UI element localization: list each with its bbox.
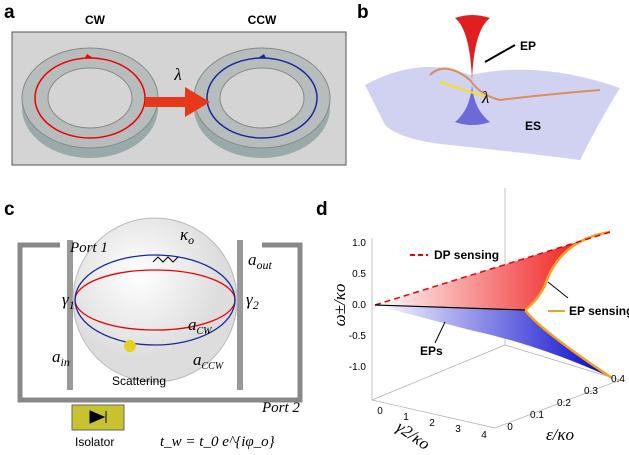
y-tick-label: -0.5 [349, 331, 367, 342]
lambda-label: λ [173, 65, 181, 84]
sym: a [248, 250, 257, 269]
sym: a [193, 350, 202, 369]
ep-arrow [485, 45, 515, 62]
y-tick-label: 1.0 [352, 238, 366, 249]
z-tick-label: 0 [507, 422, 513, 433]
x-tick-label: 1 [403, 412, 409, 423]
sym: a [188, 315, 197, 334]
upper-cone [455, 15, 490, 80]
eps-label: EPs [420, 344, 443, 358]
sym: a [52, 347, 61, 366]
sub: out [257, 258, 273, 272]
scatterer [124, 340, 136, 352]
x-tick-label: 0 [377, 406, 383, 417]
panel-label: d [316, 199, 328, 220]
y-axis-label: ω±/κo [330, 284, 349, 327]
ep-arrow [548, 282, 568, 298]
panel-label: b [357, 2, 369, 23]
panel-label: c [4, 199, 15, 220]
z-axis-label: ε/κo [546, 425, 574, 444]
y-tick-label: 0.0 [352, 300, 366, 311]
gamma2-label: γ2 [246, 290, 259, 312]
ticks: 1.0 0.5 0.0 -0.5 -1.0 0 1 2 3 4 0 0.1 0.2 0.3 0.4 [349, 238, 626, 441]
x-tick-label: 4 [481, 430, 487, 441]
ring-cw [22, 48, 158, 158]
ccw-label: CCW [248, 13, 277, 27]
sub: in [61, 355, 70, 369]
sub: 2 [253, 298, 259, 312]
ep-label: EP [520, 39, 536, 53]
z-tick-label: 0.4 [611, 374, 625, 385]
sub: CW [197, 326, 214, 337]
x-tick-label: 3 [455, 424, 461, 435]
sub: CCW [202, 361, 225, 372]
formula: t_w = t_0 e^{iφ_o} [160, 434, 275, 450]
ep-label: EP sensing [569, 304, 629, 318]
page: body{margin:0;width:629px;height:455px;o… [0, 0, 629, 455]
energy-surface [365, 67, 620, 160]
body: {"panel_a":{"label":"a","cw":"CW","ccw":… [0, 0, 629, 455]
y-tick-label: 0.5 [352, 269, 366, 280]
ring-ccw [194, 48, 330, 158]
es-label: ES [525, 119, 541, 133]
port2-label: Port 2 [261, 400, 300, 416]
z-tick-label: 0.3 [584, 386, 598, 397]
z-tick-label: 0.2 [557, 398, 571, 409]
y-tick-label: -1.0 [349, 362, 367, 373]
eps-arrow [435, 322, 445, 343]
panel-label: a [4, 2, 15, 23]
figure: a CW CCW λ b EP λ ES c Port 1 Port 2 κo … [0, 0, 629, 455]
dp-label: DP sensing [434, 248, 499, 262]
port1-label: Port 1 [69, 240, 108, 256]
aout-label: aout [248, 250, 273, 272]
x-tick-label: 2 [429, 418, 435, 429]
lambda-label: λ [481, 88, 489, 107]
sub: 1 [69, 298, 75, 312]
sub: o [188, 233, 194, 247]
cw-label: CW [85, 13, 106, 27]
isolator-label: Isolator [75, 435, 114, 449]
x-axis-label: γ2/κo [393, 417, 434, 454]
z-tick-label: 0.1 [530, 410, 544, 421]
scattering-label: Scattering [112, 374, 166, 388]
